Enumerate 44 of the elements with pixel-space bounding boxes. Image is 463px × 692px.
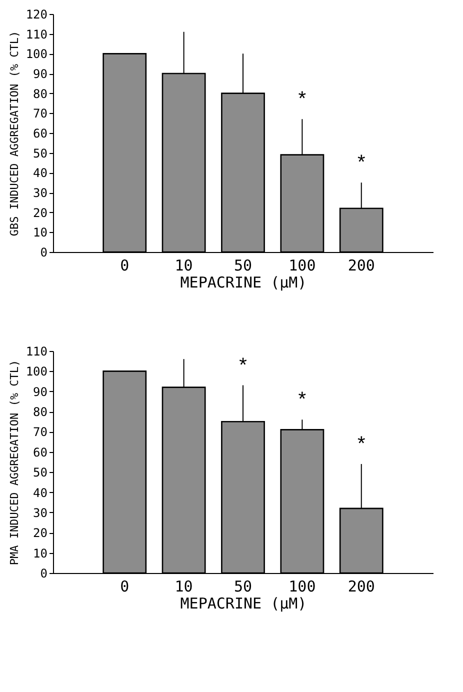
x-tick-label: 100 [288, 578, 316, 596]
y-tick-label: 80 [33, 405, 48, 420]
x-tick-label: 0 [120, 578, 130, 596]
y-tick-label: 40 [33, 486, 48, 500]
y-tick-label: 60 [33, 445, 48, 460]
y-tick-label: 20 [33, 526, 48, 540]
x-tick-label: 10 [174, 578, 193, 596]
x-axis-title: MEPACRINE (μM) [180, 594, 307, 612]
y-tick-label: 80 [33, 86, 48, 101]
y-tick-label: 50 [33, 466, 48, 480]
x-tick-label: 50 [234, 578, 252, 596]
y-tick-label: 20 [33, 206, 48, 220]
annotation: * [357, 433, 366, 456]
y-tick-label: 0 [40, 246, 48, 260]
y-tick-label: 90 [33, 67, 48, 81]
y-tick-label: 110 [26, 344, 48, 358]
annotation: * [239, 354, 248, 376]
y-tick-label: 70 [33, 425, 48, 440]
x-tick-label: 200 [348, 578, 375, 596]
y-tick-label: 50 [33, 146, 48, 160]
y-tick-label: 30 [33, 186, 48, 200]
x-tick-label: 10 [174, 256, 193, 274]
y-tick-label: 110 [26, 27, 48, 42]
y-tick-label: 30 [33, 506, 48, 520]
y-tick-label: 90 [33, 384, 48, 399]
y-tick-label: 70 [33, 106, 48, 121]
y-tick-label: 40 [33, 166, 48, 180]
y-tick-label: 10 [33, 226, 48, 240]
x-tick-label: 200 [348, 256, 375, 274]
y-tick-label: 120 [26, 8, 48, 22]
y-axis-title: GBS INDUCED AGGREGATION (% CTL) [8, 30, 21, 236]
y-tick-label: 60 [33, 126, 48, 140]
annotation: * [298, 388, 306, 411]
y-tick-label: 0 [40, 566, 48, 580]
x-tick-label: 0 [120, 256, 130, 274]
y-axis-title: PMA INDUCED AGGREGATION (% CTL) [8, 360, 21, 566]
annotation: * [298, 88, 306, 110]
y-tick-label: 10 [33, 546, 48, 560]
annotation: * [357, 152, 366, 174]
x-axis-title: MEPACRINE (μM) [180, 274, 307, 292]
x-tick-label: 100 [288, 256, 316, 274]
x-tick-label: 50 [234, 256, 252, 274]
y-tick-label: 100 [26, 364, 48, 379]
y-tick-label: 100 [26, 47, 48, 62]
